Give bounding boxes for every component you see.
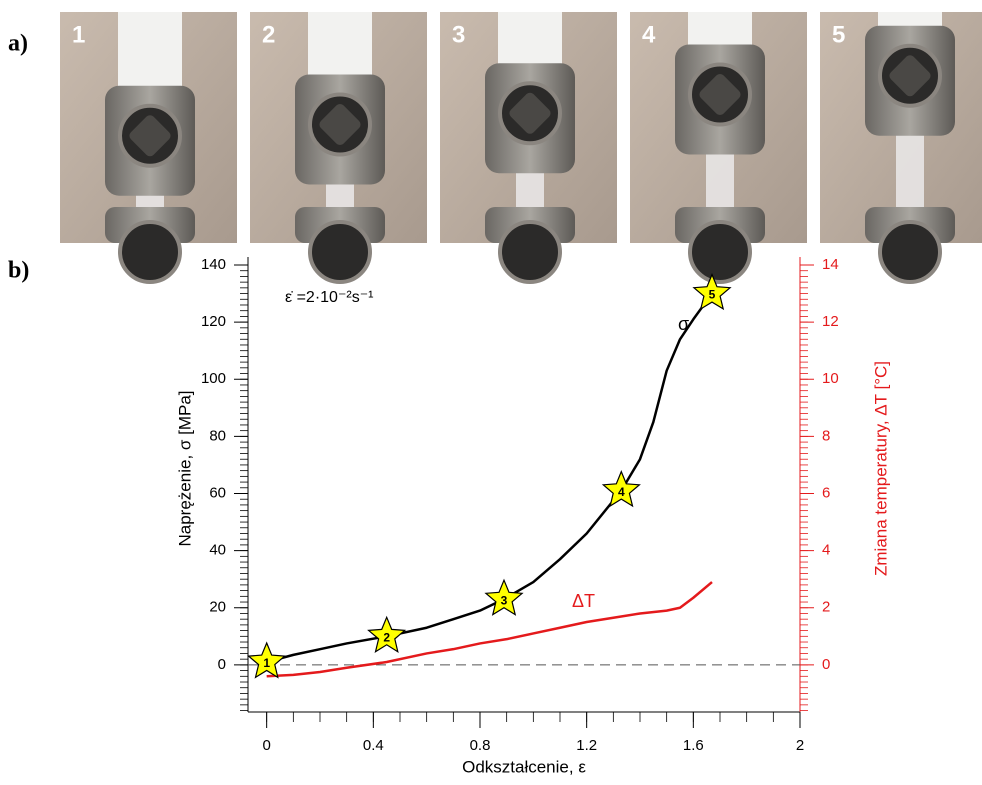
star-label: 4 <box>618 485 625 499</box>
y2-tick-label: 2 <box>822 599 830 616</box>
tape <box>308 12 372 85</box>
y2-axis-label: Zmiana temperatury, ΔT [°C] <box>871 361 890 576</box>
star-marker <box>247 641 287 679</box>
grip-nut <box>129 115 171 157</box>
x-tick-label: 0.4 <box>363 737 384 754</box>
annotation: ε̇ =2·10⁻²s⁻¹ <box>285 289 374 306</box>
grip-nut <box>319 103 361 146</box>
y-tick-label: 20 <box>209 599 226 616</box>
y-tick-label: 60 <box>209 484 226 501</box>
grip-bolt <box>308 220 372 284</box>
y-tick-label: 140 <box>201 256 226 273</box>
star-label: 5 <box>709 288 716 302</box>
photo-label: 1 <box>72 21 85 48</box>
series-line <box>266 292 714 664</box>
tape <box>498 12 562 74</box>
photo: 4 <box>630 12 807 284</box>
grip-bolt <box>498 220 562 284</box>
grip-nut <box>889 55 931 97</box>
y2-tick-label: 14 <box>822 256 839 273</box>
y2-tick-label: 0 <box>822 656 830 673</box>
photo-label: 5 <box>832 21 845 48</box>
star-marker <box>601 470 641 508</box>
y-axis-label: Naprężenie, σ [MPa] <box>175 390 194 546</box>
grip-bolt <box>118 220 182 284</box>
star-marker <box>692 273 732 311</box>
grip-nut <box>509 92 551 134</box>
photo-row: 1 2 3 4 5 <box>60 12 982 284</box>
x-tick-label: 0.8 <box>470 737 491 754</box>
series-line <box>266 581 713 678</box>
x-tick-label: 1.2 <box>576 737 597 754</box>
y-tick-label: 0 <box>218 656 226 673</box>
y-tick-label: 100 <box>201 370 226 387</box>
series-label: ΔT <box>572 591 595 611</box>
star-marker <box>484 578 524 616</box>
y2-tick-label: 12 <box>822 313 839 330</box>
star-label: 2 <box>383 630 390 644</box>
y2-tick-label: 4 <box>822 542 830 559</box>
y2-tick-label: 6 <box>822 484 830 501</box>
panel-label: a) <box>8 31 28 57</box>
star-label: 3 <box>501 593 508 607</box>
grip-bolt <box>688 220 752 284</box>
photo: 3 <box>440 12 617 284</box>
photo-label: 3 <box>452 21 465 48</box>
y-tick-label: 80 <box>209 427 226 444</box>
panel-label: b) <box>8 258 29 284</box>
y2-tick-label: 10 <box>822 370 839 387</box>
tape <box>118 12 182 96</box>
star-marker <box>367 615 407 653</box>
y2-tick-label: 8 <box>822 427 830 444</box>
y-tick-label: 40 <box>209 542 226 559</box>
photo: 1 <box>60 12 237 284</box>
photo: 5 <box>820 12 982 284</box>
photo: 2 <box>250 12 427 284</box>
x-tick-label: 1.6 <box>683 737 704 754</box>
grip-bolt <box>878 220 942 284</box>
series-label: σ <box>678 314 689 334</box>
x-tick-label: 2 <box>796 737 804 754</box>
x-tick-label: 0 <box>262 737 270 754</box>
grip-nut <box>699 73 741 116</box>
photo-label: 2 <box>262 21 275 48</box>
photo-label: 4 <box>642 21 656 48</box>
star-label: 1 <box>263 656 270 670</box>
x-axis-label: Odkształcenie, ε <box>462 757 586 776</box>
y-tick-label: 120 <box>201 313 226 330</box>
